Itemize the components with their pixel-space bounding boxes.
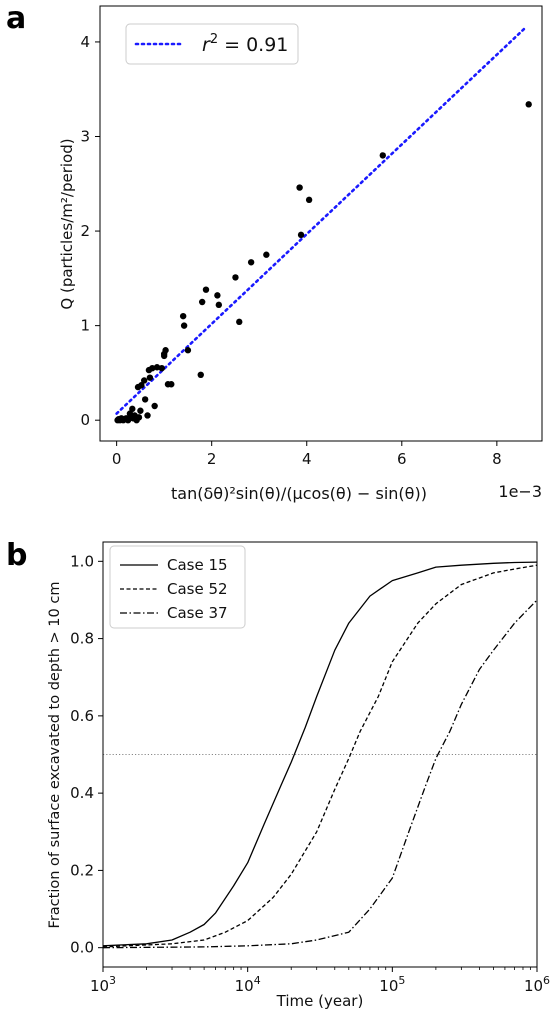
panel-a-ytick-label: 3 xyxy=(80,128,90,146)
panel-b-ytick-label: 0.0 xyxy=(70,939,94,957)
panel-a-point xyxy=(297,231,305,239)
panel-a-legend: r2 = 0.91 xyxy=(125,23,299,65)
panel-b-legend-label: Case 37 xyxy=(167,604,228,622)
panel-a-xlabel: tan(δθ)²sin(θ)/(μcos(θ) − sin(θ)) xyxy=(171,484,427,503)
panel-a-legend-value: = 0.91 xyxy=(218,34,288,56)
panel-a-xtick-label: 2 xyxy=(207,450,217,468)
panel-a-legend-sup: 2 xyxy=(210,32,218,47)
panel-a-point xyxy=(151,402,158,410)
panel-a-point xyxy=(179,312,187,320)
panel-a-point xyxy=(138,382,145,389)
panel-b-xtick-label: 104 xyxy=(235,974,261,995)
panel-b-xtick-exponent: 6 xyxy=(543,974,550,987)
panel-b-xtick-base: 10 xyxy=(379,977,398,995)
panel-a-xtick-label: 8 xyxy=(492,450,502,468)
panel-a-point xyxy=(149,364,156,372)
panel-b-xtick-base: 10 xyxy=(235,977,254,995)
panel-a-point xyxy=(141,377,148,384)
panel-a-point xyxy=(305,196,313,204)
panel-a-legend-r: r xyxy=(202,34,211,56)
panel-a-point xyxy=(180,322,188,329)
panel-a-point xyxy=(215,301,223,309)
panel-b-ytick-label: 0.2 xyxy=(70,861,94,879)
panel-a-point xyxy=(214,292,221,299)
panel-a-point xyxy=(379,152,386,159)
panel-a-point xyxy=(236,318,243,326)
panel-b-legend-label: Case 52 xyxy=(167,580,228,598)
panel-a-point xyxy=(124,416,132,424)
panel-a-ytick-label: 1 xyxy=(80,317,90,335)
panel-a-point xyxy=(141,396,149,403)
panel-a-frame xyxy=(99,5,543,442)
panel-a-fit-line xyxy=(115,26,527,415)
panel-b-xtick-exponent: 4 xyxy=(254,974,261,987)
panel-b-ytick-label: 0.6 xyxy=(70,707,94,725)
panel-b-xtick-label: 105 xyxy=(379,974,405,995)
panel-a-point xyxy=(162,347,169,354)
panel-b-legend-box xyxy=(109,545,246,629)
panel-b-xlabel: Time (year) xyxy=(276,992,364,1010)
panel-b-series-line xyxy=(102,561,538,947)
panel-a-point xyxy=(263,251,270,258)
panel-a-point xyxy=(247,259,255,266)
panel-a-point xyxy=(202,286,210,293)
panel-a-point xyxy=(153,364,161,371)
panel-a-point xyxy=(184,347,192,354)
panel-b-frame xyxy=(102,541,538,968)
panel-a-point xyxy=(296,184,303,191)
panel-b-series-line xyxy=(102,599,538,949)
panel-a-point xyxy=(197,371,204,379)
panel-b-series xyxy=(102,561,538,949)
panel-b-legend-items: Case 15 Case 52 Case 37 xyxy=(120,556,228,622)
panel-b-series-line xyxy=(102,564,538,948)
panel-a-legend-box xyxy=(125,23,299,65)
panel-b-ylabel: Fraction of surface excavated to depth >… xyxy=(47,582,63,929)
panel-b-xtick-exponent: 3 xyxy=(109,974,116,987)
panel-b-ytick-label: 1.0 xyxy=(70,552,94,570)
panel-b-ytick-label: 0.4 xyxy=(70,784,94,802)
panel-a-point xyxy=(146,374,154,381)
panel-b-legend: Case 15 Case 52 Case 37 xyxy=(109,545,246,629)
panel-a-legend-label: r2 = 0.91 xyxy=(202,32,288,56)
panel-a-ylabel: Q (particles/m²/period) xyxy=(58,138,76,309)
panel-a-point xyxy=(198,298,206,306)
panel-b-ytick-label: 0.8 xyxy=(70,630,94,648)
panel-a-point xyxy=(135,414,143,421)
panel-a-ytick-label: 2 xyxy=(80,222,90,240)
panel-b-xtick-label: 103 xyxy=(90,974,116,995)
panel-a-point xyxy=(129,405,136,413)
panel-label-b: b xyxy=(6,538,27,573)
panel-a-ytick-label: 0 xyxy=(80,411,90,429)
panel-a-xtick-label: 0 xyxy=(112,450,122,468)
panel-b-xtick-base: 10 xyxy=(524,977,543,995)
panel-a-point xyxy=(232,274,239,281)
panel-a-ytick-label: 4 xyxy=(80,33,90,51)
panel-a-points xyxy=(114,101,532,424)
panel-a-point xyxy=(144,412,151,419)
panel-a-point xyxy=(158,364,165,372)
panel-a-xtick-label: 4 xyxy=(302,450,312,468)
panel-b-legend-label: Case 15 xyxy=(167,556,228,574)
panel-a-point xyxy=(168,381,175,388)
panel-a-point xyxy=(525,101,532,108)
panel-b-xtick-base: 10 xyxy=(90,977,109,995)
panel-b-xtick-exponent: 5 xyxy=(398,974,405,987)
panel-a-ticks: 0 2 4 6 8 0 1 2 3 4 xyxy=(80,33,501,468)
panel-a-point xyxy=(137,407,144,414)
panel-label-a: a xyxy=(6,1,26,36)
panel-b-xtick-label: 106 xyxy=(524,974,550,995)
panel-a-fit-line-group xyxy=(115,26,527,415)
panel-a-x-multiplier: 1e−3 xyxy=(498,482,542,501)
panel-a-xtick-label: 6 xyxy=(397,450,407,468)
